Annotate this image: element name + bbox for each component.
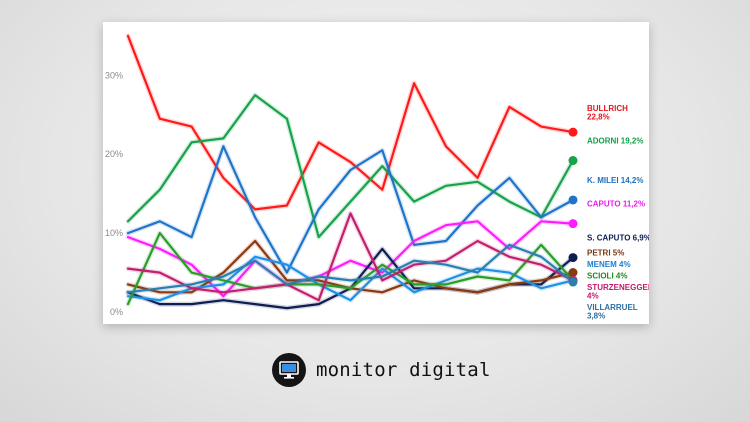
end-point-s-caputo xyxy=(568,253,578,263)
end-point-adorni xyxy=(568,156,578,166)
series-label: PETRI 5% xyxy=(587,249,624,258)
series-line-villarruel xyxy=(126,243,575,294)
series-label: K. MILEI 14,2% xyxy=(587,176,643,185)
y-tick-label: 10% xyxy=(105,228,123,238)
series-label: MENEM 4% xyxy=(587,260,631,269)
end-point-k-milei xyxy=(568,195,578,205)
series-line-menem xyxy=(126,255,575,302)
series-line-bullrich xyxy=(126,34,575,211)
series-line-scioli xyxy=(126,232,575,306)
series-line-adorni xyxy=(126,93,575,239)
y-tick-label: 30% xyxy=(105,70,123,80)
series-label: STURZENEGGER 4% xyxy=(587,283,649,301)
y-tick-label: 0% xyxy=(110,307,123,317)
line-chart: 0% 10% 20% 30% BULLRICH 22,8% ADORNI 19,2% K. … xyxy=(105,33,649,321)
series-label: VILLARRUEL 3,8% xyxy=(587,303,638,321)
series-label: BULLRICH 22,8% xyxy=(587,104,628,122)
series-label: ADORNI 19,2% xyxy=(587,136,643,145)
series-line-k-milei xyxy=(126,145,575,274)
series-label: S. CAPUTO 6,9% xyxy=(587,234,649,243)
brand: monitor digital xyxy=(272,352,491,388)
y-tick-label: 20% xyxy=(105,149,123,159)
chart-card: 0% 10% 20% 30% BULLRICH 22,8% ADORNI 19,2% K. … xyxy=(103,22,649,324)
series-line-sturzenegger xyxy=(126,212,575,302)
series-label: SCIOLI 4% xyxy=(587,272,627,281)
series-label: CAPUTO 11,2% xyxy=(587,200,645,209)
end-point-villarruel xyxy=(568,277,578,287)
end-point-petri xyxy=(568,268,578,278)
end-point-bullrich xyxy=(568,127,578,137)
brand-name: monitor digital xyxy=(316,359,491,381)
monitor-icon xyxy=(272,353,306,387)
end-point-caputo xyxy=(568,219,578,229)
